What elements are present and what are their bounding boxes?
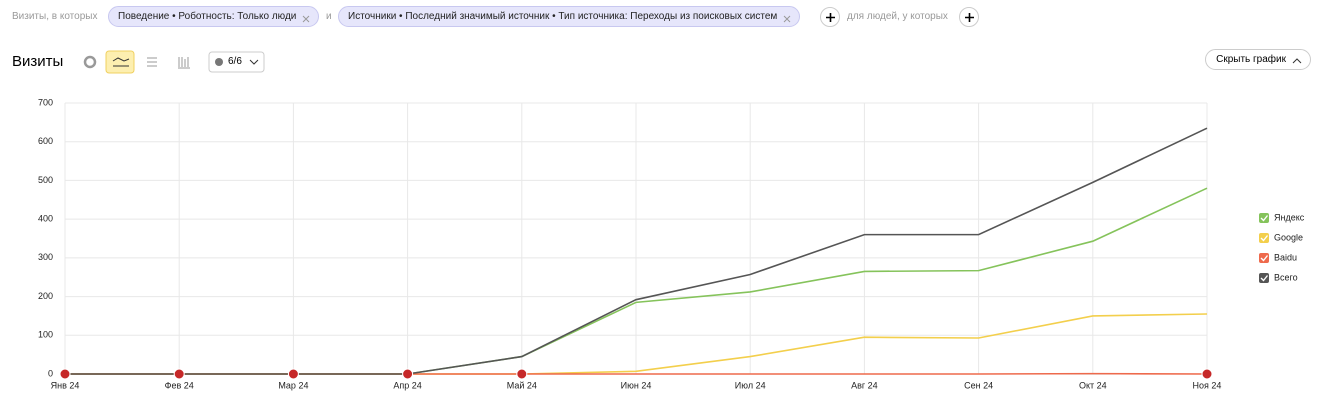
y-tick-label: 500 (38, 175, 53, 185)
chart-title: Визиты (12, 53, 64, 70)
y-tick-label: 700 (38, 97, 53, 107)
annotation-marker (516, 368, 528, 380)
legend-check (1260, 215, 1269, 222)
series-line (65, 127, 1208, 375)
annotation-marker (1201, 368, 1213, 380)
chip-label: Поведение • Роботность: Только люди (118, 11, 297, 22)
x-tick-label: Мар 24 (278, 380, 308, 390)
annotation-marker (402, 368, 414, 380)
x-tick-label: Янв 24 (51, 380, 80, 390)
annotation-marker (287, 368, 299, 380)
pie-button[interactable] (83, 55, 97, 69)
legend-checkbox[interactable] (1259, 273, 1269, 283)
x-tick-label: Июл 24 (735, 380, 766, 390)
chevron (1292, 58, 1302, 64)
hide-chart-button[interactable]: Скрыть график (1205, 49, 1311, 70)
filter-joiner: и (326, 11, 332, 22)
series-count: 6/6 (228, 56, 242, 67)
remove-icon[interactable] (783, 15, 791, 23)
line-button[interactable] (105, 50, 135, 74)
area-button[interactable] (147, 57, 157, 67)
add-filter[interactable] (959, 7, 979, 27)
legend-label: Яндекс (1274, 212, 1305, 222)
y-tick-label: 200 (38, 291, 53, 301)
legend-check (1260, 235, 1269, 242)
y-tick-label: 0 (48, 368, 53, 378)
x-tick-label: Окт 24 (1079, 380, 1107, 390)
chip-label: Источники • Последний значимый источник … (348, 11, 778, 22)
x-tick-label: Июн 24 (621, 380, 652, 390)
annotation-marker (59, 368, 71, 380)
x-tick-label: Сен 24 (964, 380, 993, 390)
y-tick-label: 100 (38, 330, 53, 340)
x-tick-label: Апр 24 (393, 380, 421, 390)
chart: 0 100 200 300 400 500 600 700 Янв 24 Фев 24 Мар 24… (38, 97, 1305, 390)
filter-prefix: Визиты, в которых (12, 11, 98, 22)
legend-checkbox[interactable] (1259, 233, 1269, 243)
legend-check (1260, 275, 1269, 282)
x-tick-label: Авг 24 (851, 380, 878, 390)
legend-label: Всего (1274, 272, 1298, 282)
filter-chip[interactable]: Источники • Последний значимый источник … (338, 6, 801, 27)
remove-icon[interactable] (302, 15, 310, 23)
y-tick-label: 300 (38, 252, 53, 262)
legend-checkbox[interactable] (1259, 253, 1269, 263)
bar-button[interactable] (178, 57, 190, 69)
button-label: Скрыть график (1216, 54, 1286, 65)
chart-type-toolbar (83, 50, 265, 74)
add-filter[interactable] (820, 7, 840, 27)
legend-check (1260, 255, 1269, 262)
y-tick-label: 600 (38, 136, 53, 146)
y-tick-label: 400 (38, 214, 53, 224)
people-filter: для людей, у которых (847, 11, 948, 22)
legend-label: Google (1274, 232, 1303, 242)
legend-checkbox[interactable] (1259, 213, 1269, 223)
filter-chip[interactable]: Поведение • Роботность: Только люди (108, 6, 320, 27)
x-tick-label: Ноя 24 (1193, 380, 1222, 390)
annotation-marker (173, 368, 185, 380)
legend-label: Baidu (1274, 252, 1297, 262)
series-select[interactable] (208, 51, 265, 73)
x-tick-label: Май 24 (507, 380, 537, 390)
x-tick-label: Фев 24 (165, 380, 194, 390)
